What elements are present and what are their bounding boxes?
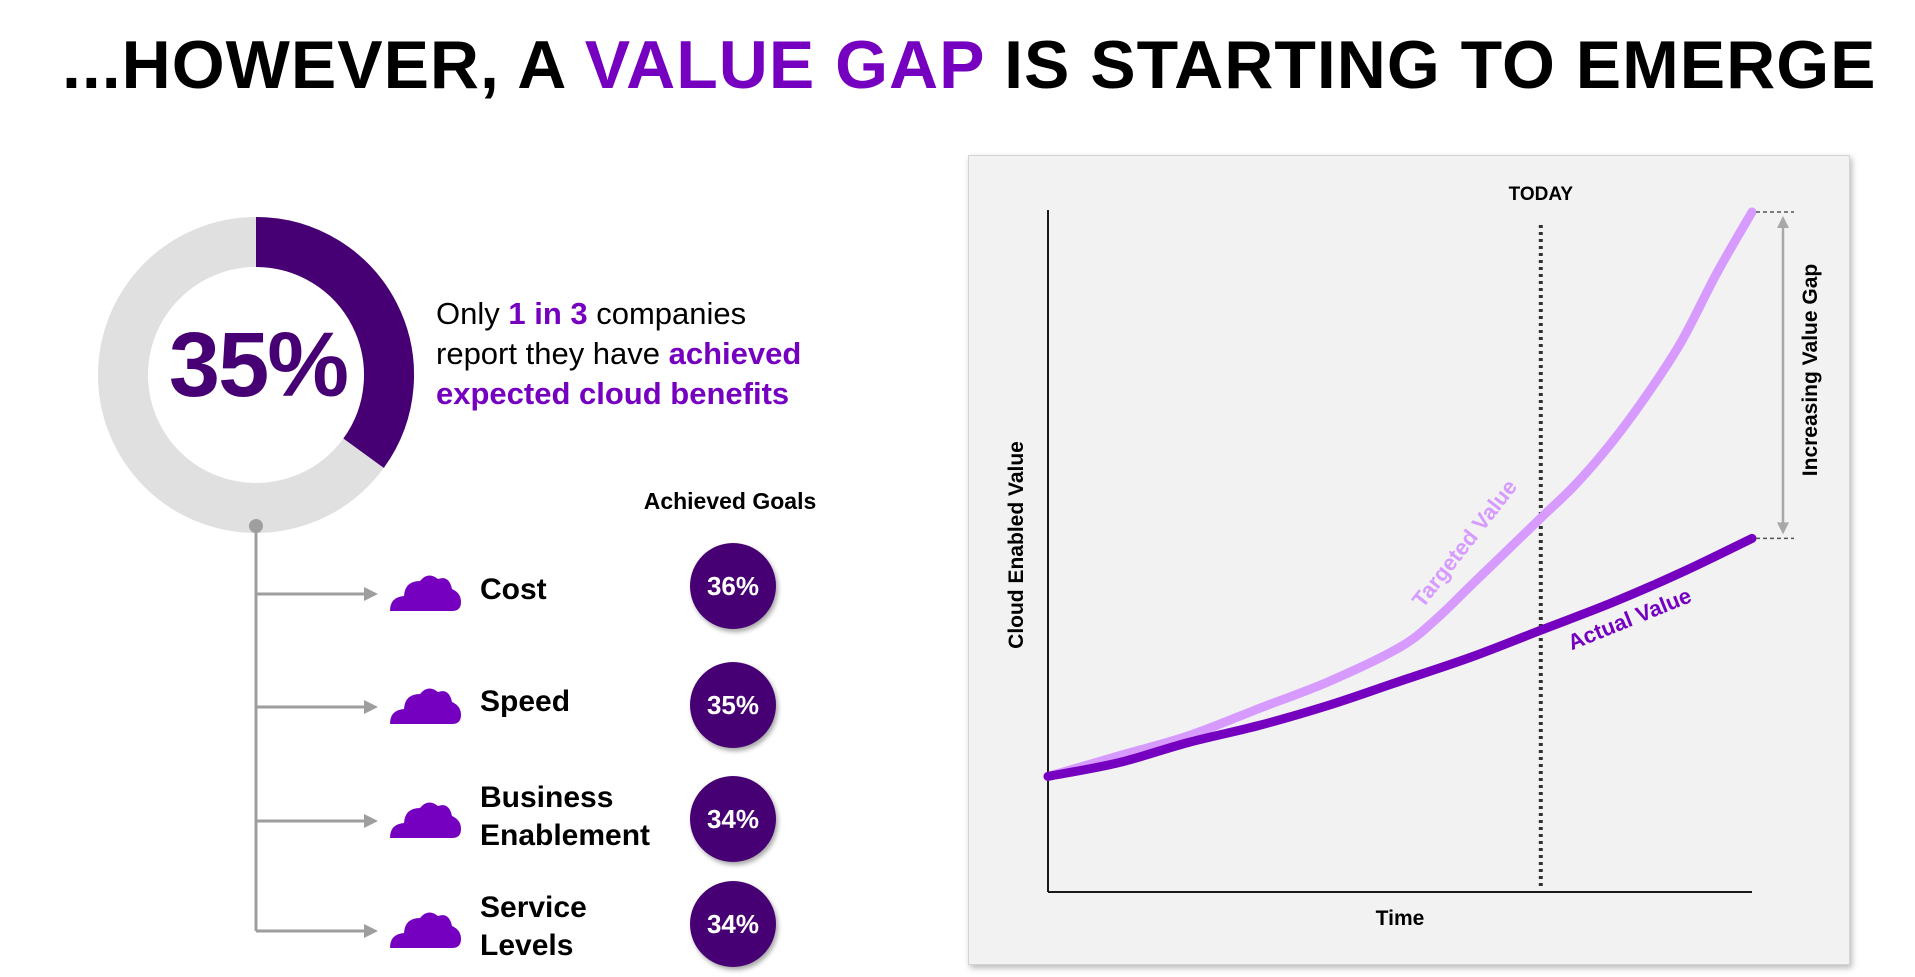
connector-arrowhead-4 [364, 924, 378, 938]
stat-description: Only 1 in 3 companies report they have a… [436, 294, 896, 414]
gap-label: Increasing Value Gap [1799, 264, 1822, 476]
goal-label-line: Cost [480, 573, 547, 606]
gap-arrowhead-bottom [1777, 522, 1789, 535]
title-part1: ...HOWEVER, A [62, 27, 585, 103]
connector-tree [249, 519, 378, 938]
stat-line1-post: companies [587, 296, 747, 331]
donut-value-arc [255, 217, 415, 468]
goal-badge-speed: 35% [690, 662, 776, 748]
targeted-value-line [1043, 207, 1757, 781]
goal-label-speed: Speed [480, 683, 570, 721]
connector-arrowhead-1 [364, 587, 378, 601]
goal-label-line: Business [480, 781, 614, 814]
goal-label-service-levels: Service Levels [480, 889, 587, 965]
connector-arrowhead-2 [364, 700, 378, 714]
stat-line2-highlight: achieved [668, 336, 802, 371]
stat-line3-highlight: expected cloud benefits [436, 376, 790, 411]
cloud-icon [390, 802, 461, 838]
stat-line1-pre: Only [436, 296, 509, 331]
goal-label-cost: Cost [480, 571, 547, 609]
cloud-icon [390, 912, 461, 948]
stat-line1-highlight: 1 in 3 [508, 296, 588, 331]
goal-badge-business-enablement: 34% [690, 776, 776, 862]
goal-badge-service-levels: 34% [690, 881, 776, 967]
goal-label-line: Service [480, 891, 587, 924]
y-axis-label: Cloud Enabled Value [1005, 441, 1028, 649]
cloud-icon [390, 688, 461, 724]
goal-label-business-enablement: Business Enablement [480, 779, 650, 855]
today-label: TODAY [1509, 184, 1574, 205]
achieved-goals-header: Achieved Goals [643, 488, 817, 514]
connector-arrowhead-3 [364, 814, 378, 828]
cloud-icons [390, 575, 461, 948]
actual-value-line [1043, 533, 1757, 781]
goal-label-line: Speed [480, 685, 571, 718]
stat-line2-pre: report they have [436, 336, 669, 371]
goal-badge-cost: 36% [690, 543, 776, 629]
stat-line-2: report they have achieved [436, 334, 896, 374]
stat-line-1: Only 1 in 3 companies [436, 294, 896, 334]
gap-arrowhead-top [1777, 216, 1789, 228]
cloud-icon [390, 575, 461, 611]
title-highlight: VALUE GAP [584, 27, 985, 103]
x-axis-label: Time [1376, 907, 1425, 930]
donut-percentage: 35% [168, 314, 349, 416]
page-title: ...HOWEVER, A VALUE GAP IS STARTING TO E… [62, 26, 1876, 104]
goal-label-line: Enablement [480, 819, 651, 852]
stat-line-3: expected cloud benefits [436, 374, 896, 414]
title-part2: IS STARTING TO EMERGE [984, 27, 1877, 103]
goal-label-line: Levels [480, 929, 574, 962]
donut-and-connector-graphic [98, 217, 461, 948]
